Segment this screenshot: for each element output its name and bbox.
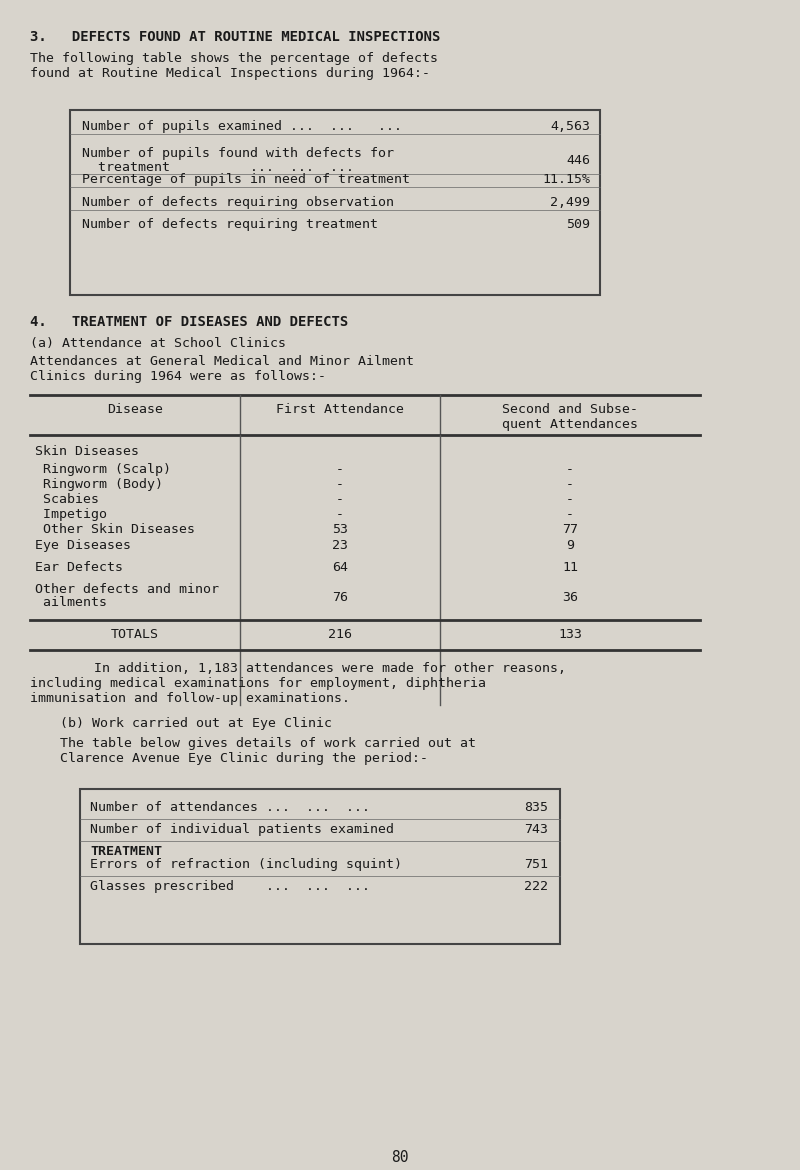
Text: 133: 133: [558, 628, 582, 641]
Text: First Attendance: First Attendance: [276, 402, 404, 417]
Text: 835: 835: [524, 801, 548, 814]
Text: 743: 743: [524, 823, 548, 837]
Text: 3.   DEFECTS FOUND AT ROUTINE MEDICAL INSPECTIONS: 3. DEFECTS FOUND AT ROUTINE MEDICAL INSP…: [30, 30, 440, 44]
Text: Percentage of pupils in need of treatment: Percentage of pupils in need of treatmen…: [82, 173, 410, 186]
Text: -: -: [336, 479, 344, 491]
Text: 11.15%: 11.15%: [542, 173, 590, 186]
Text: Number of pupils examined ...  ...   ...: Number of pupils examined ... ... ...: [82, 121, 402, 133]
Text: 23: 23: [332, 539, 348, 552]
Text: Disease: Disease: [107, 402, 163, 417]
Text: 36: 36: [562, 591, 578, 604]
Text: Number of defects requiring observation: Number of defects requiring observation: [82, 197, 394, 209]
Text: In addition, 1,183 attendances were made for other reasons,
including medical ex: In addition, 1,183 attendances were made…: [30, 662, 566, 706]
Text: -: -: [336, 493, 344, 505]
Text: -: -: [566, 463, 574, 476]
Text: (b) Work carried out at Eye Clinic: (b) Work carried out at Eye Clinic: [60, 717, 332, 730]
Text: 216: 216: [328, 628, 352, 641]
Text: Errors of refraction (including squint): Errors of refraction (including squint): [90, 858, 402, 870]
Text: 4.   TREATMENT OF DISEASES AND DEFECTS: 4. TREATMENT OF DISEASES AND DEFECTS: [30, 315, 348, 329]
Text: 64: 64: [332, 560, 348, 574]
Text: treatment          ...  ...  ...: treatment ... ... ...: [82, 161, 354, 174]
Text: The table below gives details of work carried out at
Clarence Avenue Eye Clinic : The table below gives details of work ca…: [60, 737, 476, 765]
Text: (a) Attendance at School Clinics: (a) Attendance at School Clinics: [30, 337, 286, 350]
Text: 509: 509: [566, 218, 590, 230]
Text: 446: 446: [566, 154, 590, 167]
Text: Scabies: Scabies: [35, 493, 99, 505]
Text: -: -: [566, 479, 574, 491]
Text: Other Skin Diseases: Other Skin Diseases: [35, 523, 195, 536]
Text: The following table shows the percentage of defects
found at Routine Medical Ins: The following table shows the percentage…: [30, 51, 438, 80]
Text: Skin Diseases: Skin Diseases: [35, 445, 139, 457]
Text: 80: 80: [391, 1150, 409, 1165]
Text: 222: 222: [524, 880, 548, 893]
Text: Eye Diseases: Eye Diseases: [35, 539, 131, 552]
Text: 11: 11: [562, 560, 578, 574]
Text: 76: 76: [332, 591, 348, 604]
Text: ailments: ailments: [35, 596, 107, 610]
Text: 4,563: 4,563: [550, 121, 590, 133]
Text: -: -: [336, 463, 344, 476]
Text: 9: 9: [566, 539, 574, 552]
Text: Number of attendances ...  ...  ...: Number of attendances ... ... ...: [90, 801, 370, 814]
Text: 2,499: 2,499: [550, 197, 590, 209]
Text: Glasses prescribed    ...  ...  ...: Glasses prescribed ... ... ...: [90, 880, 370, 893]
Text: Number of defects requiring treatment: Number of defects requiring treatment: [82, 218, 378, 230]
Text: Number of pupils found with defects for: Number of pupils found with defects for: [82, 147, 394, 160]
Text: 77: 77: [562, 523, 578, 536]
Text: Ringworm (Scalp): Ringworm (Scalp): [35, 463, 171, 476]
Text: TREATMENT: TREATMENT: [90, 845, 162, 858]
Text: Number of individual patients examined: Number of individual patients examined: [90, 823, 394, 837]
Text: -: -: [566, 508, 574, 521]
Text: Ringworm (Body): Ringworm (Body): [35, 479, 163, 491]
Text: Ear Defects: Ear Defects: [35, 560, 123, 574]
Text: Attendances at General Medical and Minor Ailment
Clinics during 1964 were as fol: Attendances at General Medical and Minor…: [30, 355, 414, 383]
Text: 53: 53: [332, 523, 348, 536]
Text: -: -: [336, 508, 344, 521]
Text: Second and Subse-
quent Attendances: Second and Subse- quent Attendances: [502, 402, 638, 431]
Text: 751: 751: [524, 858, 548, 870]
Text: Other defects and minor: Other defects and minor: [35, 583, 219, 596]
Text: TOTALS: TOTALS: [111, 628, 159, 641]
Text: Impetigo: Impetigo: [35, 508, 107, 521]
Text: -: -: [566, 493, 574, 505]
